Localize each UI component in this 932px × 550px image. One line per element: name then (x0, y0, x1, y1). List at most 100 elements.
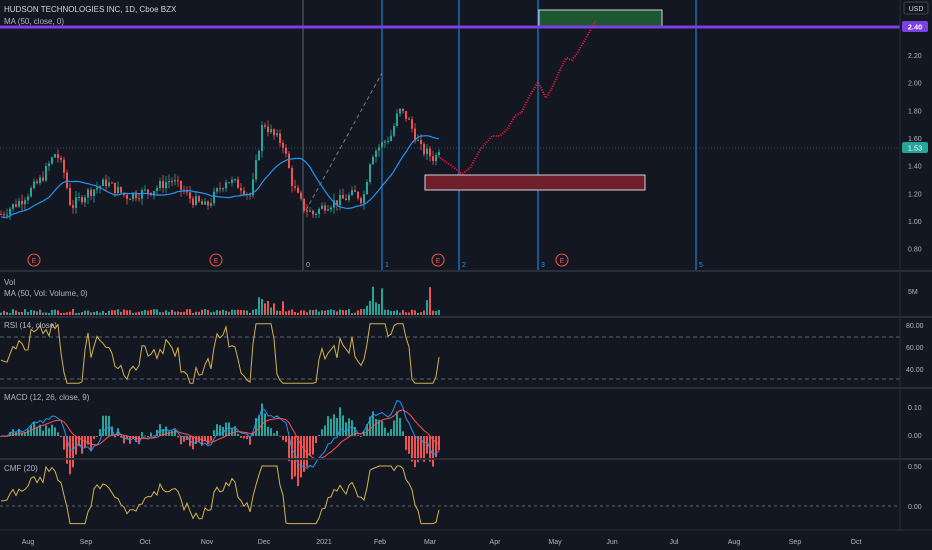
candle-body (186, 191, 188, 193)
volume-bar (264, 303, 266, 315)
volume-bar (312, 310, 314, 315)
macd-histogram-bar (396, 411, 398, 436)
current-price-label: 1.53 (908, 144, 923, 153)
volume-bar (117, 309, 119, 315)
candle-body (210, 203, 212, 206)
macd-histogram-bar (303, 436, 305, 472)
candle-body (87, 189, 89, 198)
candle-body (48, 163, 50, 167)
candle-body (342, 195, 344, 199)
earnings-icon-label: E (214, 258, 219, 265)
candle-body (318, 208, 320, 214)
macd-histogram-bar (363, 431, 365, 436)
macd-histogram-bar (201, 436, 203, 446)
candle-body (135, 193, 137, 199)
candle-body (438, 152, 440, 156)
candle-body (348, 195, 350, 201)
candle-body (324, 205, 326, 211)
support-zone-box[interactable] (424, 174, 646, 191)
macd-histogram-bar (408, 436, 410, 454)
fib-time-zones (381, 0, 697, 270)
candle-body (252, 179, 254, 196)
macd-histogram-bar (105, 415, 107, 436)
volume-bar (396, 310, 398, 315)
macd-histogram-bar (195, 436, 197, 444)
ma-legend[interactable]: MA (50, close, 0) (4, 17, 64, 26)
candle-body (27, 196, 29, 201)
macd-histogram-bar (99, 429, 101, 436)
target-zone-box[interactable] (538, 9, 663, 29)
rsi-title[interactable]: RSI (14, close) (4, 321, 57, 330)
time-tick: Dec (258, 539, 271, 546)
volume-bar (84, 310, 86, 315)
volume-bar (252, 309, 254, 315)
macd-histogram-bar (384, 427, 386, 436)
macd-histogram-bar (354, 426, 356, 436)
macd-title[interactable]: MACD (12, 26, close, 9) (4, 393, 90, 402)
volume-bar (333, 310, 335, 315)
time-tick: Feb (374, 539, 386, 546)
volume-bar (225, 310, 227, 315)
macd-histogram-bar (54, 427, 56, 436)
macd-histogram-bar (186, 436, 188, 441)
price-tick: 1.40 (908, 164, 922, 171)
cmf-title[interactable]: CMF (20) (4, 464, 38, 473)
candle-body (372, 156, 374, 165)
volume-bar (27, 312, 29, 315)
volume-bar (42, 312, 44, 315)
candle-body (321, 205, 323, 209)
volume-ma-legend[interactable]: MA (50, Vol: Volume, 0) (4, 289, 88, 298)
candle-body (339, 195, 341, 206)
rsi-tick-80: 80.00 (906, 323, 924, 330)
time-tick: Apr (490, 539, 502, 546)
volume-bar (87, 310, 89, 315)
volume-bar (33, 310, 35, 315)
macd-histogram-bar (285, 436, 287, 443)
candle-body (138, 198, 140, 200)
macd-line (0, 399, 440, 469)
candle-body (435, 155, 437, 162)
candle-body (174, 180, 176, 182)
macd-histogram-bar (411, 436, 413, 462)
macd-histogram-bar (417, 436, 419, 463)
currency-button[interactable] (903, 1, 929, 15)
macd-histogram-bar (348, 418, 350, 436)
candle-body (285, 147, 287, 154)
macd-histogram-bar (51, 424, 53, 436)
volume-bar (186, 309, 188, 315)
candle-body (96, 187, 98, 190)
candle-body (9, 208, 11, 215)
macd-histogram-bar (39, 424, 41, 436)
volume-bar (366, 305, 368, 315)
macd-histogram-bar (387, 432, 389, 436)
macd-histogram-bar (27, 429, 29, 436)
price-tick: 2.20 (908, 53, 922, 60)
volume-bar (348, 309, 350, 315)
volume-bar (369, 300, 371, 315)
projection-path[interactable] (439, 19, 597, 176)
cmf-tick-050: 0.50 (908, 464, 922, 471)
volume-bar (120, 311, 122, 315)
volume-bar (24, 309, 26, 315)
candle-body (351, 190, 353, 196)
macd-histogram-bar (12, 429, 14, 436)
candle-body (330, 207, 332, 210)
earnings-icon-label: E (560, 258, 565, 265)
macd-histogram-bar (144, 435, 146, 437)
volume-bar (93, 311, 95, 315)
volume-bar (291, 309, 293, 315)
candle-body (114, 182, 116, 194)
symbol-title[interactable]: HUDSON TECHNOLOGIES INC, 1D, Cboe BZX (4, 5, 177, 14)
macd-histogram-bar (438, 436, 440, 451)
candle-body (261, 125, 263, 151)
time-axis[interactable]: Aug Sep Oct Nov Dec 2021 Feb Mar Apr May Jun Jul Aug… (22, 539, 862, 546)
candle-body (279, 133, 281, 143)
volume-bar (246, 310, 248, 315)
volume-title[interactable]: Vol (4, 278, 15, 287)
volume-tick: 5M (908, 289, 918, 296)
macd-histogram-bar (264, 413, 266, 436)
time-tick: Oct (851, 539, 862, 546)
macd-histogram-bar (249, 436, 251, 445)
